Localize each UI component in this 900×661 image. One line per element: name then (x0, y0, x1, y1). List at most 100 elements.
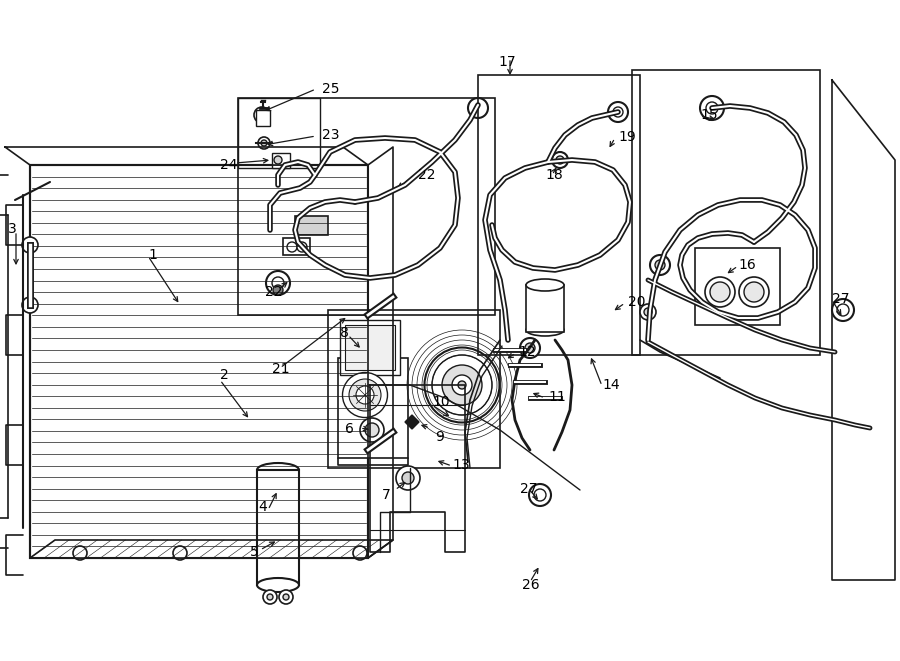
Bar (256, 110, 270, 126)
Text: 27: 27 (832, 292, 850, 306)
Ellipse shape (744, 282, 764, 302)
Text: 26: 26 (522, 578, 540, 592)
Ellipse shape (526, 324, 564, 336)
Circle shape (274, 156, 282, 164)
Bar (340, 320, 400, 375)
Bar (30, 165, 368, 558)
Text: 2: 2 (220, 368, 229, 382)
Circle shape (468, 98, 488, 118)
Polygon shape (5, 147, 368, 165)
Bar (257, 470, 299, 585)
Circle shape (644, 308, 652, 316)
Circle shape (353, 546, 367, 560)
Circle shape (520, 338, 540, 358)
Circle shape (396, 466, 420, 490)
Circle shape (254, 107, 270, 123)
Circle shape (525, 343, 535, 353)
Text: 21: 21 (272, 362, 290, 376)
Text: 25: 25 (322, 82, 339, 96)
Circle shape (266, 271, 290, 295)
Circle shape (258, 137, 270, 149)
Ellipse shape (452, 375, 472, 395)
Text: 19: 19 (618, 130, 635, 144)
Text: 11: 11 (548, 390, 566, 404)
Text: 22: 22 (265, 285, 283, 299)
Circle shape (529, 484, 551, 506)
Bar (478, 75, 640, 355)
Text: 14: 14 (602, 378, 619, 392)
Circle shape (706, 102, 718, 114)
Bar (345, 325, 395, 370)
Bar (238, 98, 495, 315)
Bar (30, 165, 368, 558)
Circle shape (640, 304, 656, 320)
Text: 8: 8 (340, 326, 349, 340)
Circle shape (173, 546, 187, 560)
Circle shape (365, 423, 379, 437)
Circle shape (608, 102, 628, 122)
Circle shape (267, 594, 273, 600)
Ellipse shape (705, 277, 735, 307)
Bar (328, 310, 500, 468)
Ellipse shape (458, 381, 466, 389)
Circle shape (837, 304, 849, 316)
Text: 27: 27 (520, 482, 537, 496)
Bar (526, 285, 564, 332)
Circle shape (273, 546, 287, 560)
Bar (272, 153, 290, 168)
Bar (695, 248, 780, 325)
Circle shape (534, 489, 546, 501)
Ellipse shape (356, 386, 374, 404)
Ellipse shape (425, 348, 500, 422)
Circle shape (655, 260, 665, 270)
Ellipse shape (432, 355, 492, 415)
Circle shape (272, 277, 284, 289)
Circle shape (22, 237, 38, 253)
Text: 13: 13 (452, 458, 470, 472)
Circle shape (297, 242, 307, 252)
Text: 23: 23 (322, 128, 339, 142)
Text: 9: 9 (435, 430, 444, 444)
Ellipse shape (343, 373, 388, 418)
Circle shape (360, 418, 384, 442)
Circle shape (552, 152, 568, 168)
Circle shape (283, 594, 289, 600)
Text: 24: 24 (220, 158, 238, 172)
Circle shape (613, 107, 623, 117)
Text: 17: 17 (498, 55, 516, 69)
Text: 1: 1 (148, 248, 157, 262)
Polygon shape (368, 147, 393, 558)
Text: 3: 3 (8, 222, 17, 236)
Text: 15: 15 (700, 108, 717, 122)
Ellipse shape (526, 279, 564, 291)
Ellipse shape (442, 365, 482, 405)
Circle shape (263, 590, 277, 604)
Text: 16: 16 (738, 258, 756, 272)
Ellipse shape (739, 277, 769, 307)
Ellipse shape (257, 463, 299, 477)
Circle shape (73, 546, 87, 560)
Bar (632, 70, 820, 355)
Text: 12: 12 (518, 345, 536, 359)
Circle shape (832, 299, 854, 321)
Polygon shape (30, 540, 393, 558)
Ellipse shape (349, 379, 381, 411)
Circle shape (261, 140, 267, 146)
Circle shape (556, 156, 564, 164)
Text: 22: 22 (418, 168, 436, 182)
Circle shape (287, 242, 297, 252)
Ellipse shape (710, 282, 730, 302)
Bar (238, 98, 320, 168)
Bar (338, 358, 408, 458)
Polygon shape (405, 415, 419, 429)
Text: 4: 4 (258, 500, 266, 514)
Circle shape (402, 472, 414, 484)
Circle shape (700, 96, 724, 120)
Circle shape (279, 590, 293, 604)
Polygon shape (832, 80, 895, 580)
Text: 18: 18 (545, 168, 562, 182)
Text: 20: 20 (628, 295, 645, 309)
Circle shape (22, 297, 38, 313)
Ellipse shape (257, 578, 299, 592)
Text: 5: 5 (250, 545, 259, 559)
